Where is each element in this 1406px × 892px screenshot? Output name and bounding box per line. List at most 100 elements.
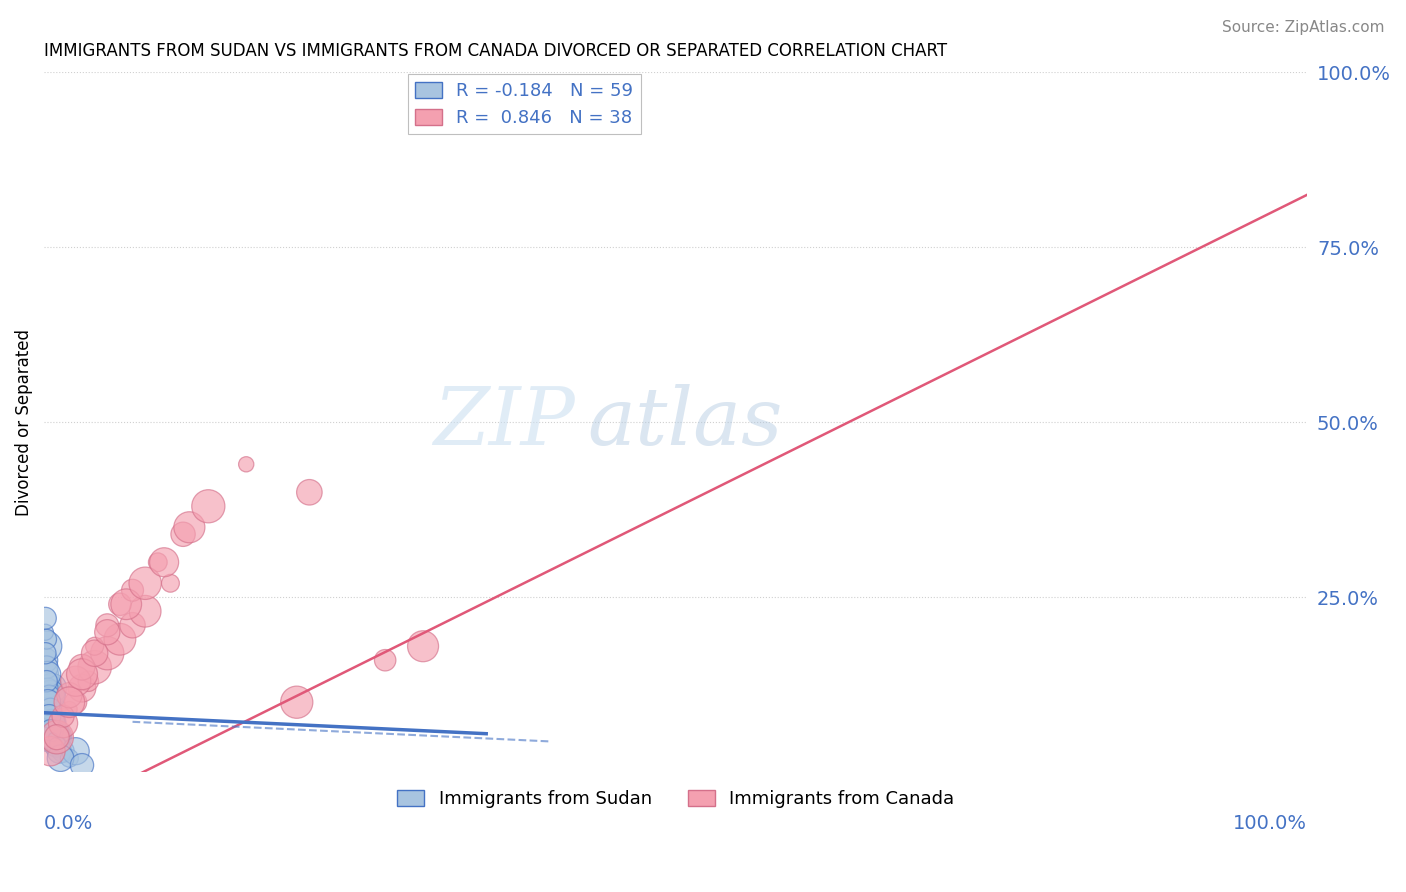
Point (34, 625, 56, 640)
Point (34, 653, 56, 667)
Point (134, 576, 156, 591)
Point (298, 485, 321, 500)
Point (45, 730, 67, 744)
Point (42, 688, 65, 702)
Point (35, 695, 58, 709)
Point (39, 723, 62, 738)
Legend: R = -0.184   N = 59, R =  0.846   N = 38: R = -0.184 N = 59, R = 0.846 N = 38 (408, 74, 641, 135)
Point (83, 639, 105, 653)
Point (35, 660, 58, 674)
Point (159, 576, 181, 591)
Point (39, 688, 62, 702)
Point (179, 520, 201, 534)
Point (38, 695, 60, 709)
Point (121, 618, 143, 632)
Point (70, 660, 93, 674)
Point (48, 737, 70, 751)
Point (108, 632, 131, 647)
Point (52, 744, 75, 758)
Point (38, 702, 60, 716)
Point (44, 730, 66, 744)
Point (39, 695, 62, 709)
Point (35, 632, 58, 647)
Point (37, 723, 59, 738)
Point (37, 695, 59, 709)
Point (34, 646, 56, 660)
Point (83, 660, 105, 674)
Point (65, 744, 87, 758)
Point (44, 730, 66, 744)
Point (374, 653, 396, 667)
Point (52, 709, 75, 723)
Point (146, 555, 169, 569)
Point (34, 611, 56, 625)
Point (35, 730, 58, 744)
Point (70, 758, 93, 772)
Point (39, 744, 62, 758)
Point (412, 639, 434, 653)
Point (44, 737, 66, 751)
Point (52, 716, 75, 731)
Point (44, 723, 66, 738)
Point (39, 702, 62, 716)
Point (41, 716, 63, 731)
Point (45, 737, 67, 751)
Point (45, 723, 67, 738)
Point (172, 527, 194, 541)
Point (39, 702, 62, 716)
Text: Source: ZipAtlas.com: Source: ZipAtlas.com (1222, 20, 1385, 35)
Point (45, 737, 67, 751)
Point (96, 646, 118, 660)
Point (235, 458, 257, 472)
Point (38, 681, 60, 696)
Point (42, 730, 65, 744)
Point (58, 751, 80, 765)
Point (42, 723, 65, 738)
Point (38, 716, 60, 731)
Point (35, 674, 58, 689)
Point (42, 709, 65, 723)
Point (49, 751, 72, 765)
Point (42, 723, 65, 738)
Point (37, 716, 59, 731)
Point (197, 500, 219, 514)
Point (77, 674, 100, 689)
Point (37, 681, 59, 696)
Point (34, 667, 56, 681)
Point (153, 555, 176, 569)
Point (41, 681, 63, 696)
Point (58, 695, 80, 709)
Point (41, 716, 63, 731)
Point (96, 625, 118, 640)
Point (134, 604, 156, 618)
Point (37, 667, 59, 681)
Point (83, 646, 105, 660)
Point (45, 730, 67, 744)
Y-axis label: Divorced or Separated: Divorced or Separated (15, 329, 32, 516)
Point (41, 716, 63, 731)
Text: atlas: atlas (588, 384, 783, 461)
Point (70, 681, 93, 696)
Point (48, 744, 70, 758)
Point (121, 583, 143, 598)
Point (38, 688, 60, 702)
Point (70, 667, 93, 681)
Point (65, 674, 87, 689)
Point (44, 730, 66, 744)
Point (44, 709, 66, 723)
Point (115, 597, 138, 611)
Text: 0.0%: 0.0% (44, 814, 93, 833)
Point (285, 695, 308, 709)
Point (38, 709, 60, 723)
Point (58, 702, 80, 716)
Point (37, 702, 59, 716)
Point (46, 737, 69, 751)
Point (108, 597, 131, 611)
Text: ZIP: ZIP (433, 384, 575, 461)
Point (39, 709, 62, 723)
Text: 100.0%: 100.0% (1233, 814, 1308, 833)
Point (96, 618, 118, 632)
Point (45, 730, 67, 744)
Point (41, 709, 63, 723)
Text: IMMIGRANTS FROM SUDAN VS IMMIGRANTS FROM CANADA DIVORCED OR SEPARATED CORRELATIO: IMMIGRANTS FROM SUDAN VS IMMIGRANTS FROM… (44, 42, 948, 60)
